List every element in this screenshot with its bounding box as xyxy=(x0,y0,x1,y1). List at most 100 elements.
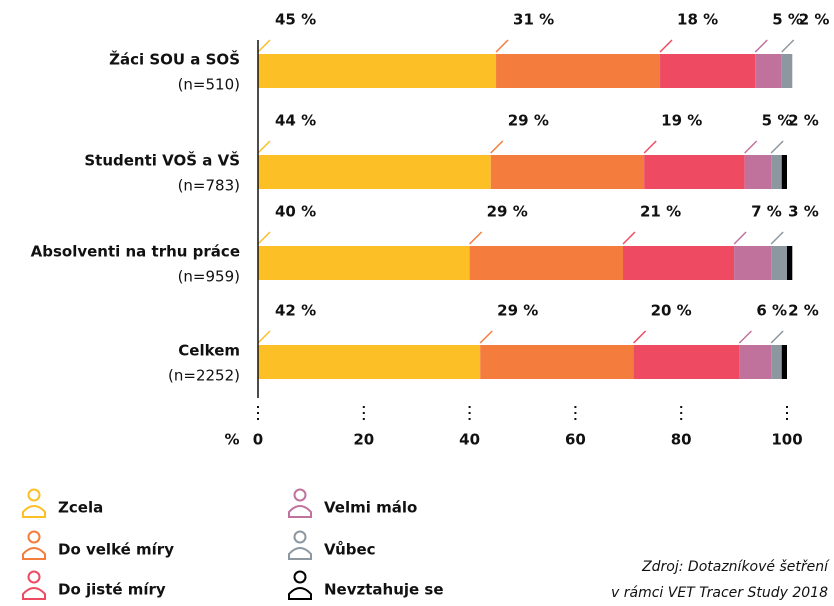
label-tick xyxy=(770,231,784,245)
bar-segment xyxy=(480,345,634,379)
value-label: 40 % xyxy=(275,203,316,221)
value-label: 7 % xyxy=(751,203,782,221)
bar-segment xyxy=(258,345,481,379)
label-tick xyxy=(257,140,271,154)
legend-icon xyxy=(22,505,46,518)
label-tick xyxy=(781,39,795,53)
legend-item: Do velké míry xyxy=(22,530,174,560)
value-label: 19 % xyxy=(661,112,702,130)
x-tick-label: 20 xyxy=(353,431,374,449)
x-tick-label: 0 xyxy=(253,431,263,449)
x-tick-label: 80 xyxy=(671,431,692,449)
label-tick xyxy=(744,140,758,154)
value-label: 21 % xyxy=(640,203,681,221)
category-label: Celkem xyxy=(178,342,240,360)
value-label: 45 % xyxy=(275,11,316,29)
value-label: 29 % xyxy=(497,302,538,320)
bar-segment xyxy=(771,345,782,379)
label-tick xyxy=(770,140,784,154)
bar-segment xyxy=(644,155,745,189)
value-label: 2 % xyxy=(799,11,830,29)
value-label: 29 % xyxy=(487,203,528,221)
category-note: (n=2252) xyxy=(168,367,240,385)
bar-segment xyxy=(734,246,772,280)
legend-item: Vůbec xyxy=(288,530,376,560)
label-tick xyxy=(733,231,747,245)
legend-icon xyxy=(27,488,41,502)
legend-icon xyxy=(288,587,312,600)
value-label: 29 % xyxy=(508,112,549,130)
source: Zdroj: Dotazníkové šetření xyxy=(641,559,830,575)
category-label: Žáci SOU a SOŠ xyxy=(109,50,240,69)
value-label: 31 % xyxy=(513,11,554,29)
legend-icon xyxy=(293,530,307,544)
label-tick xyxy=(257,231,271,245)
legend-icon xyxy=(27,570,41,584)
category-label: Absolventi na trhu práce xyxy=(31,243,240,261)
label-tick xyxy=(257,39,271,53)
legend-label: Nevztahuje se xyxy=(324,581,444,599)
x-tick-label: 100 xyxy=(771,431,802,449)
x-tick-label: 60 xyxy=(565,431,586,449)
bar-segment xyxy=(781,155,787,189)
legend-item: Nevztahuje se xyxy=(288,570,444,600)
value-label: 6 % xyxy=(756,302,787,320)
bar-segment xyxy=(633,345,740,379)
value-label: 3 % xyxy=(788,203,819,221)
legend-icon xyxy=(293,570,307,584)
bar-segment xyxy=(258,54,497,88)
label-tick xyxy=(659,39,673,53)
label-tick xyxy=(490,140,504,154)
legend-item: Velmi málo xyxy=(288,488,417,518)
legend-label: Do velké míry xyxy=(58,541,174,559)
legend-icon xyxy=(22,547,46,560)
legend-icon xyxy=(27,530,41,544)
legend-label: Velmi málo xyxy=(324,499,417,517)
x-axis-label: % xyxy=(224,431,239,449)
category-note: (n=783) xyxy=(178,177,240,195)
bar-segment xyxy=(787,246,793,280)
value-label: 2 % xyxy=(788,302,819,320)
bar-segment xyxy=(258,155,491,189)
legend-icon xyxy=(288,547,312,560)
label-tick xyxy=(469,231,483,245)
legend-item: Zcela xyxy=(22,488,103,518)
bar-segment xyxy=(469,246,624,280)
label-tick xyxy=(738,330,752,344)
bar-segment xyxy=(744,155,772,189)
category-label: Studenti VOŠ a VŠ xyxy=(84,151,240,170)
legend-icon xyxy=(288,505,312,518)
source: v rámci VET Tracer Study 2018 xyxy=(611,585,828,601)
label-tick xyxy=(495,39,509,53)
category-note: (n=959) xyxy=(178,268,240,286)
value-label: 44 % xyxy=(275,112,316,130)
value-label: 5 % xyxy=(762,112,793,130)
bar-segment xyxy=(660,54,756,88)
label-tick xyxy=(643,140,657,154)
value-label: 5 % xyxy=(772,11,803,29)
bar-segment xyxy=(771,246,787,280)
bar-segment xyxy=(490,155,645,189)
legend-item: Do jisté míry xyxy=(22,570,166,600)
bar-segment xyxy=(739,345,772,379)
value-label: 20 % xyxy=(651,302,692,320)
legend-icon xyxy=(22,587,46,600)
legend-icon xyxy=(293,488,307,502)
bar-segment xyxy=(258,246,470,280)
value-label: 2 % xyxy=(788,112,819,130)
bar-segment xyxy=(755,54,782,88)
legend-label: Zcela xyxy=(58,499,103,517)
label-tick xyxy=(622,231,636,245)
x-tick-label: 40 xyxy=(459,431,480,449)
value-label: 42 % xyxy=(275,302,316,320)
bar-segment xyxy=(496,54,661,88)
label-tick xyxy=(754,39,768,53)
value-label: 18 % xyxy=(677,11,718,29)
legend-label: Vůbec xyxy=(324,541,376,559)
label-tick xyxy=(770,330,784,344)
category-note: (n=510) xyxy=(178,76,240,94)
bar-segment xyxy=(781,54,793,88)
bar-segment xyxy=(771,155,782,189)
label-tick xyxy=(479,330,493,344)
